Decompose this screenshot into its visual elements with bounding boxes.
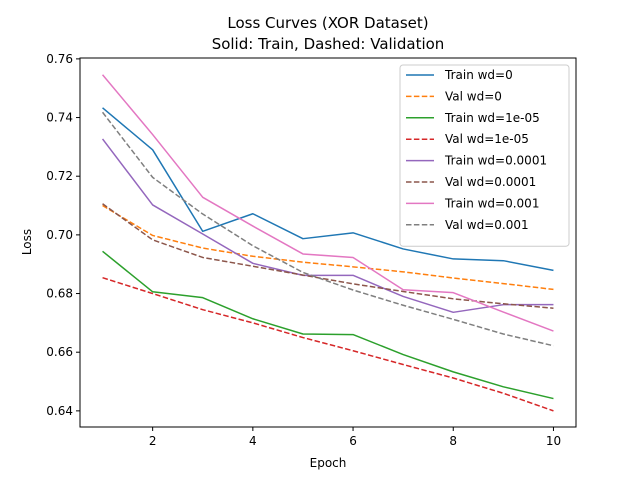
axes: 2 4 6 8 10 0.64 0.66 0.68 0.70 0.72 0.74 0.76 [46,52,561,448]
y-tick-label: 0.74 [46,111,73,125]
legend-box [399,64,570,247]
series-line-val-wd-0-001 [101,111,554,347]
series-line-val-wd-0-0001 [102,203,554,309]
series-line-val-wd-0 [102,204,554,291]
x-tick-label: 6 [349,434,357,448]
y-tick-label: 0.72 [46,169,73,183]
series-line-train-wd-1e-05 [102,250,554,400]
y-tick-label: 0.68 [46,287,73,301]
y-tick-label: 0.64 [46,404,73,418]
legend-label-val-wd-1e-05: Val wd=1e-05 [445,132,529,146]
x-tick-label: 4 [249,434,257,448]
legend-label-val-wd-0-0001: Val wd=0.0001 [445,175,536,189]
x-tick-label: 2 [149,434,157,448]
x-axis-label: Epoch [310,456,347,470]
series-line-val-wd-1e-05 [102,276,554,412]
plot-area [101,74,554,412]
legend-label-val-wd-0-001: Val wd=0.001 [445,218,529,232]
y-axis-label: Loss [20,229,34,255]
legend-label-train-wd-0-0001: Train wd=0.0001 [444,154,547,168]
legend-label-train-wd-0-001: Train wd=0.001 [444,196,539,210]
chart-subtitle: Solid: Train, Dashed: Validation [212,35,445,53]
y-tick-label: 0.70 [46,228,73,242]
legend-label-val-wd-0: Val wd=0 [445,89,502,103]
chart-title: Loss Curves (XOR Dataset) [227,14,428,32]
series-line-train-wd-0-001 [101,74,554,332]
series-line-train-wd-0 [102,107,554,272]
x-tick-label: 10 [546,434,561,448]
legend: Train wd=0 Val wd=0 Train wd=1e-05 Val wd=1… [399,64,570,247]
legend-label-train-wd-1e-05: Train wd=1e-05 [444,111,540,125]
y-tick-label: 0.76 [46,52,73,66]
plot-frame [79,57,577,428]
y-tick-label: 0.66 [46,345,73,359]
series-line-train-wd-0-0001 [101,138,554,314]
legend-label-train-wd-0: Train wd=0 [444,68,513,82]
x-tick-label: 8 [449,434,457,448]
